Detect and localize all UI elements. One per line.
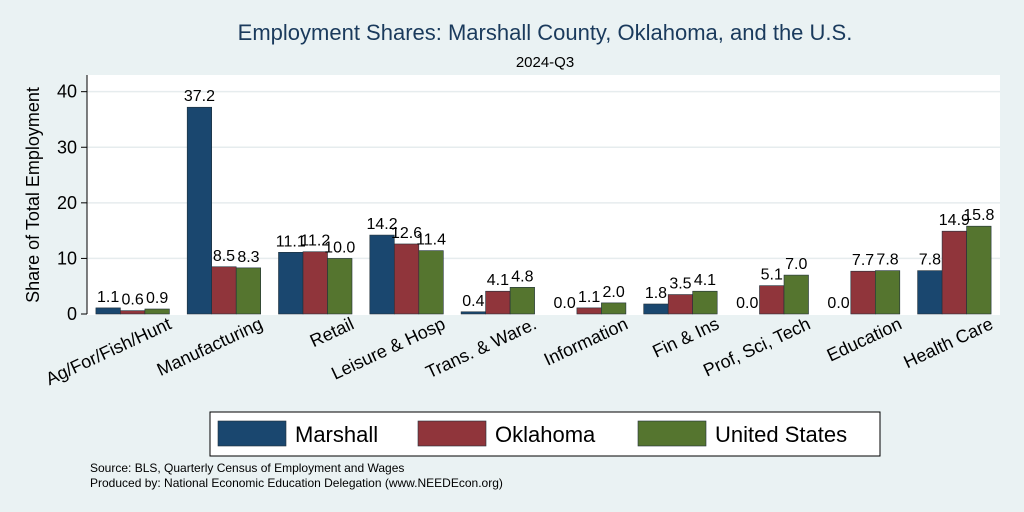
data-label: 5.1	[761, 267, 783, 284]
x-tick-label: Education	[824, 313, 905, 365]
data-label: 15.8	[963, 207, 994, 224]
data-label: 3.5	[669, 276, 691, 293]
chart-title: Employment Shares: Marshall County, Okla…	[238, 20, 853, 45]
data-label: 7.8	[876, 252, 898, 269]
data-label: 14.9	[939, 212, 970, 229]
y-tick-label: 10	[57, 248, 77, 268]
x-tick-label: Retail	[307, 313, 357, 351]
data-label: 8.3	[237, 249, 259, 266]
data-labels: 1.1 0.6 0.937.28.5 8.311.111.210.014.212.61…	[97, 88, 994, 312]
bars	[95, 106, 992, 315]
bar	[850, 270, 876, 315]
legend-label: United States	[715, 422, 847, 447]
y-axis-ticks: 0 10 20 30 40	[57, 82, 87, 324]
data-label: 0.0	[554, 295, 576, 312]
legend-label: Marshall	[295, 422, 378, 447]
y-tick-label: 40	[57, 82, 77, 102]
data-label: 1.1	[578, 289, 600, 306]
legend: Marshall Oklahoma United States	[209, 411, 881, 457]
data-label: 1.1	[97, 289, 119, 306]
data-label: 37.2	[184, 88, 215, 105]
bar	[327, 258, 353, 315]
bar	[759, 285, 785, 315]
x-tick-label: Ag/For/Fish/Hunt	[43, 313, 175, 389]
gridlines	[87, 90, 1000, 260]
bar	[692, 290, 718, 315]
legend-box	[209, 411, 881, 457]
data-label: 10.0	[324, 239, 355, 256]
y-tick-label: 0	[67, 304, 77, 324]
chart-subtitle: 2024-Q3	[516, 54, 574, 71]
bar	[576, 307, 602, 315]
data-label: 2.0	[603, 284, 625, 301]
bar	[783, 274, 809, 315]
bar	[120, 310, 146, 315]
data-label: 4.1	[694, 272, 716, 289]
bar	[966, 225, 992, 315]
y-tick-label: 20	[57, 193, 77, 213]
bar	[643, 303, 669, 315]
produced-by-note: Produced by: National Economic Education…	[90, 476, 503, 490]
x-tick-label: Health Care	[901, 313, 997, 372]
data-label: 12.6	[391, 225, 422, 242]
x-tick-label: Manufacturing	[154, 313, 266, 379]
bar	[211, 266, 237, 315]
data-label: 1.8	[645, 285, 667, 302]
y-axis-label: Share of Total Employment	[23, 87, 43, 303]
data-label: 4.8	[511, 268, 533, 285]
bar	[418, 250, 444, 315]
data-label: 11.1	[276, 233, 306, 250]
bar	[667, 294, 694, 315]
bar	[369, 234, 395, 315]
bar	[601, 302, 627, 315]
legend-label: Oklahoma	[495, 422, 596, 447]
data-label: 0.0	[736, 295, 758, 312]
data-label: 7.7	[852, 252, 874, 269]
legend-swatch	[637, 420, 707, 447]
bar	[186, 106, 212, 315]
y-tick-label: 30	[57, 137, 77, 157]
data-label: 0.9	[146, 290, 168, 307]
bar	[95, 307, 121, 315]
bar	[874, 270, 901, 315]
data-label: 7.8	[919, 252, 941, 269]
legend-swatch	[417, 420, 487, 447]
bar	[302, 251, 328, 315]
bar	[460, 311, 486, 315]
bar	[144, 308, 170, 315]
bar	[393, 243, 420, 315]
legend-items: Marshall Oklahoma United States	[217, 420, 847, 447]
data-label: 0.0	[827, 295, 849, 312]
data-label: 4.1	[487, 272, 509, 289]
data-label: 0.4	[462, 293, 484, 310]
data-label: 14.2	[366, 216, 397, 233]
x-tick-label: Information	[541, 313, 631, 369]
data-label: 8.5	[213, 248, 235, 265]
source-note: Source: BLS, Quarterly Census of Employm…	[90, 461, 404, 475]
data-label: 11.4	[416, 232, 446, 249]
bar	[235, 267, 261, 315]
data-label: 11.2	[300, 233, 330, 250]
bar	[917, 270, 943, 315]
legend-swatch	[217, 420, 287, 447]
bar	[278, 252, 304, 315]
bar	[485, 290, 511, 315]
bar	[509, 287, 535, 315]
x-tick-label: Fin & Ins	[649, 313, 722, 361]
bar	[941, 230, 967, 315]
data-label: 7.0	[785, 256, 807, 273]
data-label: 0.6	[122, 292, 144, 309]
